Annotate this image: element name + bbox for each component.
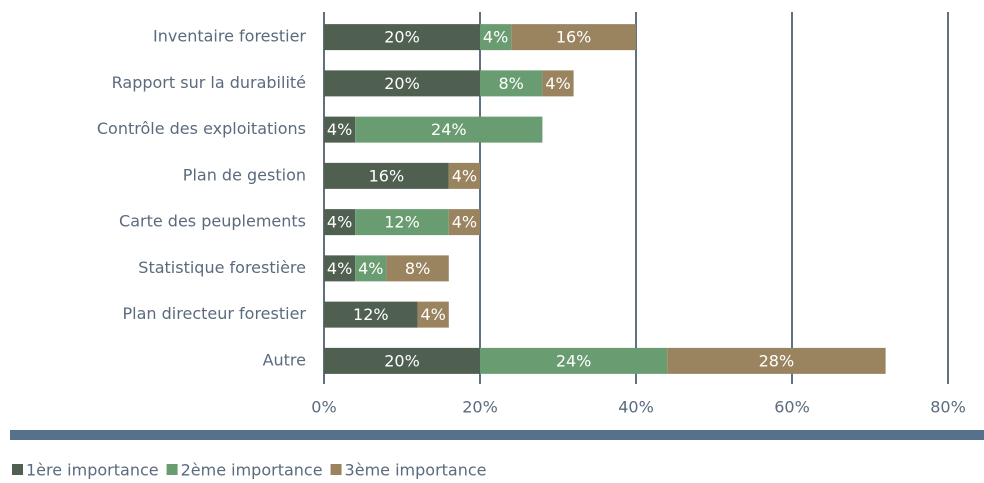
bar-segment — [511, 24, 636, 51]
value-label: 12% — [384, 213, 420, 232]
bar-segment — [480, 24, 512, 51]
value-label: 4% — [327, 213, 352, 232]
bar-segment — [417, 301, 449, 328]
bar-segment — [355, 116, 543, 143]
bar-segment — [448, 209, 480, 236]
value-label: 4% — [483, 28, 508, 47]
value-label: 16% — [556, 28, 592, 47]
bar-segment — [324, 162, 449, 189]
value-label: 24% — [431, 120, 467, 139]
x-tick-label: 60% — [774, 398, 810, 417]
bar-segment — [324, 209, 356, 236]
value-label: 4% — [421, 305, 446, 324]
value-label: 8% — [405, 259, 430, 278]
x-tick-label: 40% — [618, 398, 654, 417]
bar-segment — [480, 70, 543, 97]
legend-label: 1ère importance — [26, 461, 159, 480]
value-label: 20% — [384, 28, 420, 47]
value-label: 8% — [499, 74, 524, 93]
bar-segment — [355, 209, 449, 236]
legend-swatch — [12, 464, 23, 475]
value-label: 4% — [545, 74, 570, 93]
legend-swatch — [330, 464, 342, 475]
bar-segment — [355, 255, 387, 282]
bar-segment — [324, 301, 418, 328]
y-tick-label: Contrôle des exploitations — [97, 119, 306, 138]
y-tick-label: Rapport sur la durabilité — [112, 73, 306, 92]
y-tick-label: Inventaire forestier — [153, 27, 306, 46]
y-tick-label: Statistique forestière — [138, 258, 306, 277]
legend-swatch — [166, 464, 178, 475]
value-label: 20% — [384, 74, 420, 93]
bar-segment — [324, 255, 356, 282]
bar-segment — [386, 255, 449, 282]
y-tick-label: Autre — [263, 350, 306, 369]
divider-band — [10, 430, 984, 440]
bar-segment — [448, 162, 480, 189]
x-tick-label: 0% — [311, 398, 336, 417]
bar-segment — [480, 347, 668, 374]
bar-segment — [667, 347, 886, 374]
x-tick-label: 80% — [930, 398, 966, 417]
value-label: 12% — [353, 305, 389, 324]
y-tick-label: Plan de gestion — [183, 165, 306, 184]
value-label: 28% — [759, 351, 795, 370]
bar-segment — [324, 24, 480, 51]
bar-segment — [324, 116, 356, 143]
y-tick-label: Plan directeur forestier — [123, 304, 307, 323]
value-label: 4% — [327, 259, 352, 278]
y-tick-label: Carte des peuplements — [119, 212, 306, 231]
value-label: 4% — [327, 120, 352, 139]
bar-segment — [542, 70, 574, 97]
legend-label: 2ème importance — [181, 461, 323, 480]
value-label: 20% — [384, 351, 420, 370]
value-label: 4% — [452, 166, 477, 185]
x-tick-label: 20% — [462, 398, 498, 417]
value-label: 24% — [556, 351, 592, 370]
bar-segment — [324, 70, 480, 97]
bar-segment — [324, 347, 480, 374]
legend-label: 3ème importance — [345, 461, 487, 480]
value-label: 4% — [452, 213, 477, 232]
value-label: 16% — [369, 166, 405, 185]
value-label: 4% — [358, 259, 383, 278]
